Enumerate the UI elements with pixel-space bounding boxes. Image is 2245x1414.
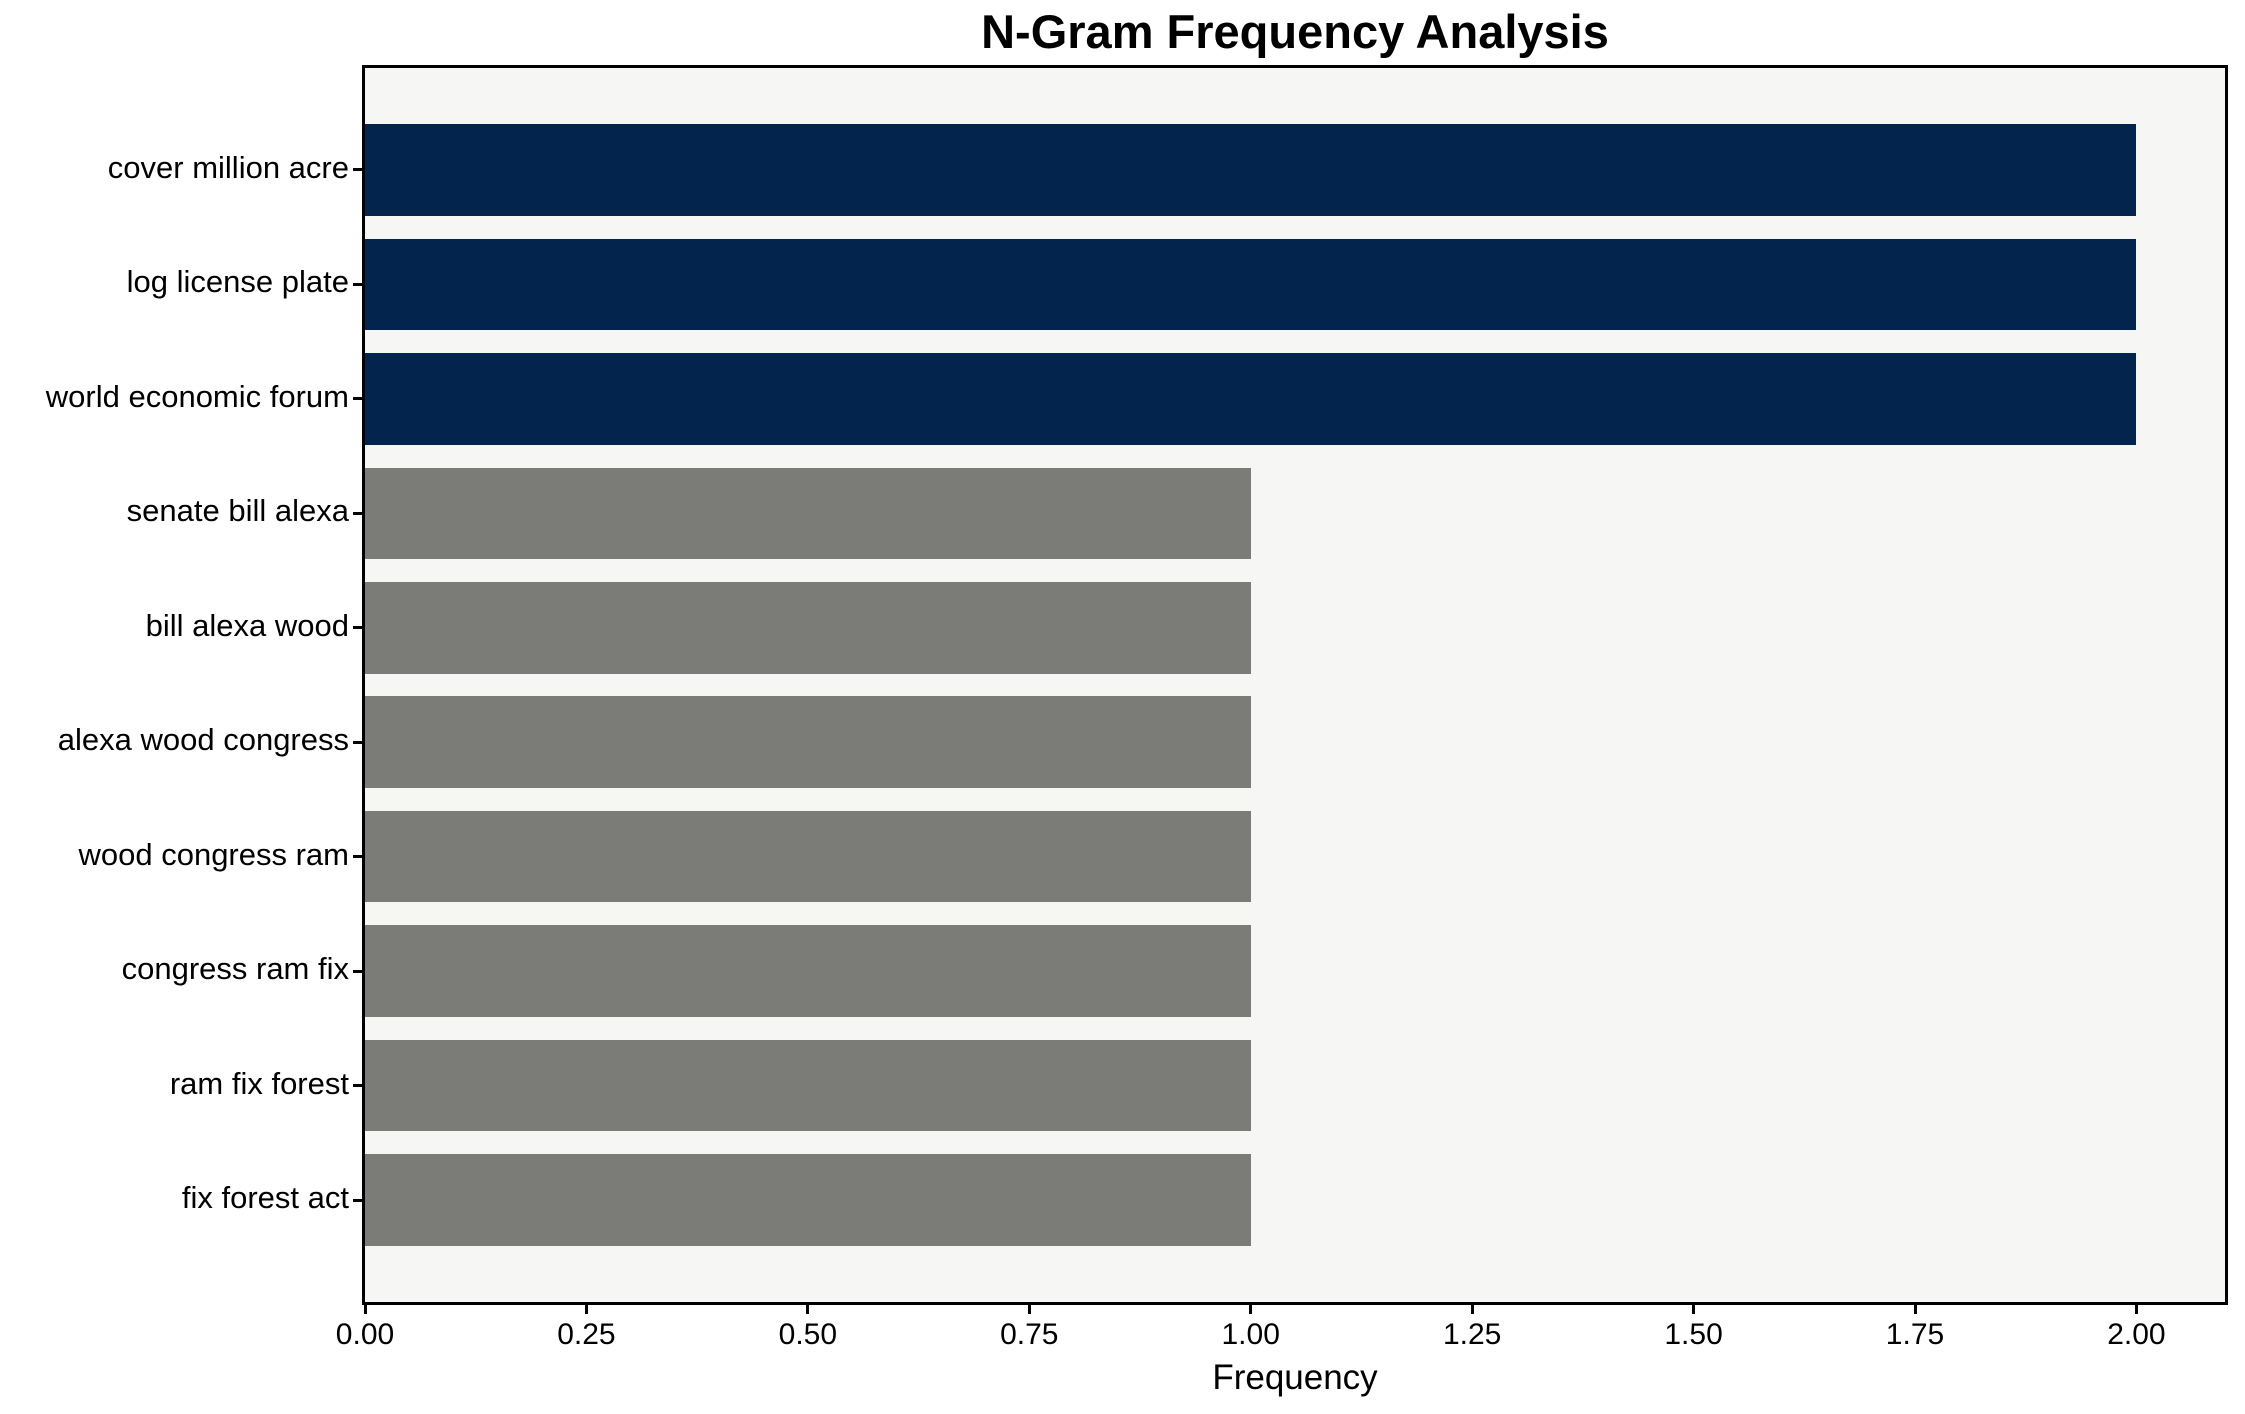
x-tick-label: 0.00 — [335, 1318, 395, 1351]
bar — [365, 238, 2137, 331]
bar — [365, 467, 1251, 560]
x-tick-mark — [1913, 1305, 1917, 1314]
x-tick-label: 1.00 — [1221, 1318, 1280, 1351]
bar — [365, 353, 2137, 445]
x-tick-mark — [806, 1305, 810, 1314]
y-tick-mark — [353, 1084, 362, 1088]
x-tick-label: 1.50 — [1664, 1318, 1723, 1351]
x-tick-label: 0.25 — [557, 1318, 616, 1351]
y-tick-mark — [353, 855, 362, 859]
x-tick-mark — [1470, 1305, 1474, 1314]
y-tick-label: log license plate — [126, 264, 349, 300]
y-tick-label: cover million acre — [107, 149, 349, 185]
y-tick-mark — [353, 1198, 362, 1202]
x-tick-label: 0.75 — [1000, 1318, 1059, 1351]
y-tick-mark — [353, 740, 362, 744]
y-tick-label: fix forest act — [181, 1180, 349, 1216]
bar — [365, 696, 1251, 788]
x-tick-label: 2.00 — [2107, 1318, 2166, 1351]
y-tick-mark — [353, 168, 362, 172]
bar — [365, 925, 1251, 1017]
bar — [365, 1154, 1251, 1246]
x-tick-mark — [1692, 1305, 1696, 1314]
y-tick-label: world economic forum — [45, 378, 349, 414]
y-tick-label: senate bill alexa — [126, 493, 349, 529]
y-tick-mark — [353, 397, 362, 401]
y-tick-label: bill alexa wood — [145, 607, 349, 643]
bar — [365, 1039, 1251, 1132]
x-axis-label: Frequency — [1212, 1358, 1378, 1397]
y-tick-mark — [353, 969, 362, 973]
x-tick-mark — [363, 1305, 367, 1314]
x-tick-label: 0.50 — [778, 1318, 838, 1351]
y-tick-mark — [353, 282, 362, 286]
plot-area — [365, 68, 2225, 1302]
x-tick-mark — [584, 1305, 588, 1314]
bar — [365, 124, 2137, 216]
y-tick-mark — [353, 626, 362, 630]
bar — [365, 810, 1251, 903]
x-tick-label: 1.25 — [1442, 1318, 1502, 1351]
x-tick-mark — [2134, 1305, 2138, 1314]
y-tick-label: alexa wood congress — [57, 722, 349, 758]
y-tick-label: ram fix forest — [169, 1065, 349, 1101]
x-tick-mark — [1027, 1305, 1031, 1314]
y-tick-label: wood congress ram — [78, 836, 349, 872]
chart-title: N-Gram Frequency Analysis — [981, 5, 1609, 58]
y-tick-label: congress ram fix — [121, 951, 349, 987]
y-tick-mark — [353, 511, 362, 515]
x-tick-label: 1.75 — [1885, 1318, 1945, 1351]
x-tick-mark — [1249, 1305, 1253, 1314]
bar — [365, 581, 1251, 674]
